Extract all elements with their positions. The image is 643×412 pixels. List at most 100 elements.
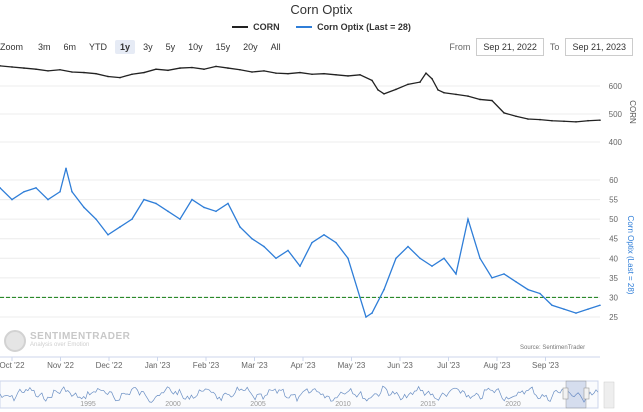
data-point-corn-optix — [491, 277, 493, 279]
y-axis-label-corn: CORN — [628, 100, 637, 124]
data-point-corn-optix — [179, 218, 181, 220]
data-point-corn — [377, 89, 379, 91]
navigator-handle-right — [583, 387, 590, 400]
data-point-corn-optix — [143, 198, 145, 201]
zoom-button-10y[interactable]: 10y — [188, 42, 203, 52]
data-point-corn — [167, 69, 169, 72]
zoom-button-6m[interactable]: 6m — [63, 42, 77, 52]
data-point-corn — [437, 89, 439, 91]
data-point-corn-optix — [599, 304, 601, 307]
zoom-button-1y[interactable]: 1y — [115, 40, 136, 54]
y-tick-optix: 25 — [609, 313, 618, 322]
data-point-corn — [359, 74, 361, 76]
data-point-corn-optix — [335, 241, 337, 244]
data-point-corn — [383, 93, 385, 95]
navigator-tick-label: 2010 — [335, 401, 351, 408]
data-point-corn — [35, 68, 37, 70]
source-note: Source: SentimenTrader — [520, 345, 586, 351]
data-point-corn-optix — [371, 312, 373, 314]
x-tick-label: Apr '23 — [290, 361, 316, 370]
y-tick-optix: 45 — [609, 235, 618, 244]
x-tick-label: May '23 — [338, 361, 366, 370]
to-date-input[interactable]: Sep 21, 2023 — [565, 38, 633, 56]
data-point-corn — [299, 71, 301, 74]
data-point-corn-optix — [0, 187, 1, 189]
data-point-corn-optix — [359, 296, 361, 299]
data-point-corn — [587, 119, 589, 122]
data-point-corn — [11, 66, 13, 68]
navigator-tick-label: 2005 — [250, 401, 266, 408]
data-point-corn-optix — [575, 312, 577, 314]
data-point-corn — [71, 71, 73, 73]
data-point-corn-optix — [443, 257, 445, 260]
zoom-button-3m[interactable]: 3m — [38, 42, 51, 52]
data-point-corn — [551, 119, 553, 122]
data-point-corn — [527, 118, 529, 120]
data-point-corn-optix — [119, 226, 121, 228]
zoom-button-ytd[interactable]: YTD — [89, 42, 108, 52]
navigator[interactable]: 1995 2000 2005 2010 2015 2020 — [0, 380, 615, 409]
date-range: From Sep 21, 2022 To Sep 21, 2023 — [449, 38, 639, 56]
data-point-corn-optix — [539, 292, 541, 295]
x-tick-label: Dec '22 — [96, 361, 123, 370]
data-point-corn-optix — [155, 202, 157, 205]
data-point-corn — [503, 112, 505, 114]
zoom-bar: Zoom 3m 6m YTD 1y 3y 5y 10y 15y 20y All — [0, 38, 289, 56]
data-point-corn-optix — [551, 304, 553, 307]
y-tick-optix: 40 — [609, 254, 618, 263]
legend-label-corn-optix: Corn Optix (Last = 28) — [317, 22, 411, 32]
data-point-corn — [59, 68, 61, 71]
data-point-corn — [467, 95, 469, 97]
y-tick-optix: 55 — [609, 196, 618, 205]
data-point-corn-optix — [191, 198, 193, 201]
watermark: SENTIMENTRADER Analysis over Emotion — [4, 330, 130, 352]
y-tick-corn: 600 — [609, 82, 623, 91]
data-point-corn-optix — [95, 218, 97, 220]
data-point-corn-optix — [215, 210, 217, 213]
navigator-tick-label: 2020 — [505, 401, 521, 408]
data-point-corn-optix — [467, 218, 469, 220]
data-point-corn-optix — [563, 308, 565, 310]
zoom-button-all[interactable]: All — [270, 42, 281, 52]
data-point-corn-optix — [419, 257, 421, 260]
data-point-corn-optix — [239, 226, 241, 228]
legend: CORN Corn Optix (Last = 28) — [0, 20, 643, 32]
navigator-track — [0, 380, 599, 409]
data-point-corn — [323, 72, 325, 75]
data-point-corn — [407, 83, 409, 86]
data-point-corn-optix — [107, 234, 109, 236]
data-point-corn — [215, 65, 217, 68]
zoom-button-3y[interactable]: 3y — [143, 42, 153, 52]
data-point-corn — [107, 75, 109, 78]
zoom-button-20y[interactable]: 20y — [243, 42, 258, 52]
data-point-corn — [425, 72, 427, 74]
data-point-corn-optix — [263, 245, 265, 248]
data-point-corn — [95, 72, 97, 75]
y-axis-label-corn-optix: Corn Optix (Last = 28) — [626, 216, 635, 295]
data-point-corn — [119, 76, 121, 79]
y-tick-corn: 500 — [609, 110, 623, 119]
data-point-corn — [455, 93, 457, 96]
watermark-brand: SENTIMENTRADER — [30, 331, 131, 342]
data-point-corn — [287, 72, 289, 75]
data-point-corn — [155, 68, 157, 70]
y-tick-optix: 35 — [609, 274, 618, 283]
zoom-button-15y[interactable]: 15y — [215, 42, 231, 52]
data-point-corn-optix — [515, 280, 517, 283]
series-line-corn-optix — [0, 168, 601, 319]
legend-item-corn[interactable]: CORN — [232, 22, 280, 32]
navigator-series — [0, 385, 599, 403]
x-tick-label: Aug '23 — [484, 361, 511, 370]
data-point-corn-optix — [323, 234, 325, 236]
data-point-corn-optix — [71, 190, 73, 193]
watermark-logo-icon — [4, 330, 26, 352]
data-point-corn-optix — [251, 237, 253, 240]
from-date-input[interactable]: Sep 21, 2022 — [476, 38, 544, 56]
zoom-button-5y[interactable]: 5y — [165, 42, 176, 52]
chart-title: Corn Optix — [290, 2, 353, 17]
data-point-corn — [419, 81, 421, 83]
legend-item-corn-optix[interactable]: Corn Optix (Last = 28) — [296, 22, 411, 32]
data-point-corn-optix — [527, 288, 529, 291]
data-point-corn — [515, 115, 517, 118]
